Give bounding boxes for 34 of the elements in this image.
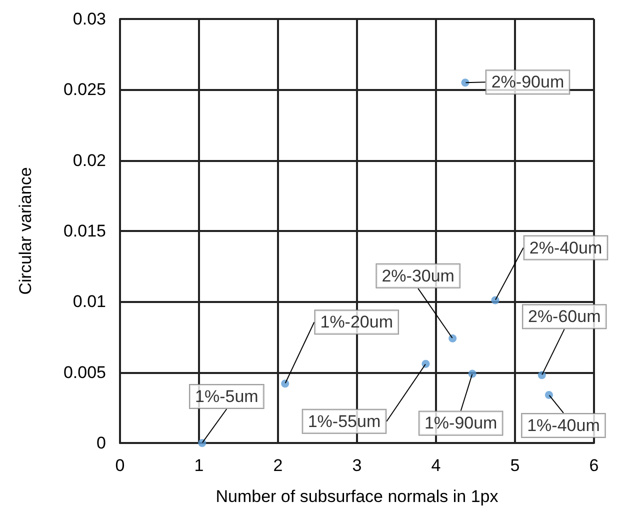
- annotation: 2%-40um: [529, 238, 602, 258]
- x-tick-label: 1: [194, 456, 204, 475]
- x-tick-label: 3: [352, 456, 362, 475]
- y-tick-label: 0.015: [63, 222, 106, 240]
- y-axis-title: Circular variance: [16, 167, 35, 295]
- annotation: 1%-55um: [308, 412, 381, 431]
- point: [491, 296, 500, 304]
- x-tick-label: 5: [510, 456, 520, 475]
- x-tick-label: 4: [431, 456, 441, 475]
- point: [422, 360, 430, 368]
- annotation: 2%-30um: [382, 266, 454, 286]
- y-tick-label: 0.03: [72, 10, 106, 28]
- point: [461, 78, 470, 87]
- annotation: 1%-40um: [527, 416, 600, 435]
- annotation: 1%-90um: [424, 414, 498, 433]
- y-tick-label: 0.01: [72, 292, 106, 312]
- y-tick-label: 0.02: [72, 150, 106, 170]
- point: [468, 370, 476, 378]
- x-tick-label: 2: [273, 456, 283, 475]
- x-tick-label: 0: [115, 456, 125, 475]
- x-axis-title: Number of subsurface normals in 1px: [216, 487, 499, 506]
- y-tick-label: 0.025: [63, 80, 106, 100]
- annotation: 1%-20um: [320, 312, 393, 332]
- x-tick-label: 6: [589, 456, 599, 475]
- annotation: 1%-5um: [195, 387, 258, 406]
- y-tick-label: 0: [96, 434, 106, 452]
- point: [198, 439, 206, 447]
- y-tick-label: 0.005: [63, 362, 106, 382]
- point: [448, 334, 457, 342]
- point: [544, 390, 553, 399]
- point: [538, 371, 546, 380]
- annotation: 2%-90um: [491, 72, 564, 92]
- annotation: 2%-60um: [528, 307, 601, 326]
- point: [281, 380, 290, 388]
